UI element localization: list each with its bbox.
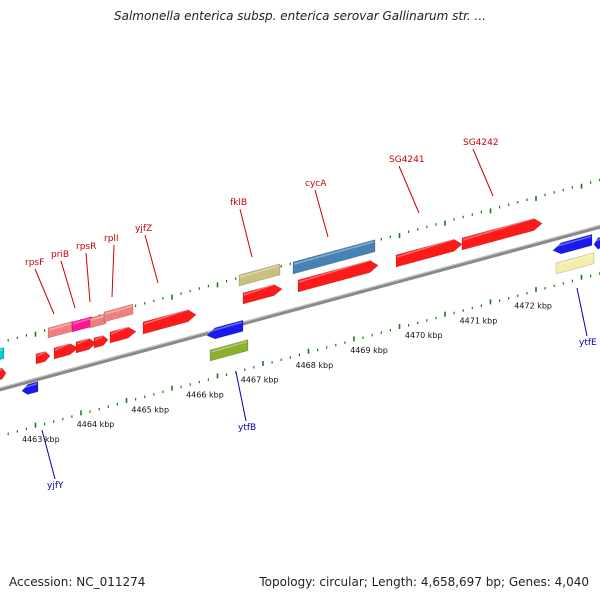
gene-small-5[interactable] [109,326,137,344]
gene-shine [48,322,72,331]
gene-label[interactable]: yjfY [47,481,64,491]
gene-label[interactable]: cycA [305,179,327,189]
label-leader [576,287,588,337]
gene-label[interactable]: rpsR [76,242,96,252]
gene-label[interactable]: yjfZ [135,224,152,234]
gene-SG4242[interactable] [461,218,543,251]
gene-small-1[interactable] [35,351,51,365]
accession-label: Accession: NC_011274 [9,575,146,589]
gene-label[interactable]: rpsF [25,258,44,268]
gene-label[interactable]: ytfB [238,423,256,433]
label-leader [472,148,494,197]
gene-ytfE-2[interactable] [555,252,595,275]
gene-shine [54,342,71,351]
label-leader [34,268,55,315]
gene-ytfE[interactable] [552,234,593,255]
gene-edge-cyan[interactable] [0,347,5,361]
gene-shine [239,265,280,278]
scale-label: 4470 kbp [405,331,443,340]
label-leader [314,189,329,238]
scale-label: 4463 kbp [22,435,60,444]
scale-label: 4466 kbp [186,391,224,400]
scale-label: 4471 kbp [460,316,498,325]
gene-shine [110,326,129,335]
gene-rpsR[interactable] [89,313,107,329]
gene-features [0,217,600,395]
gene-yjfZ[interactable] [142,309,197,335]
label-leader [239,208,253,258]
gene-label[interactable]: fklB [230,198,247,208]
gene-shine [0,368,3,371]
gene-shine [90,314,106,321]
gene-labels: rpsF priB rpsR rplI yjfZ fklB cycA SG4241 SG4242… [25,138,597,491]
gene-shine [553,235,592,248]
label-leader [41,429,56,480]
scale-label: 4464 kbp [77,420,115,429]
gene-cycA-2[interactable] [297,260,379,293]
gene-label[interactable]: ytfE [579,338,597,348]
gene-rplI[interactable] [103,303,134,323]
scale-label: 4465 kbp [131,405,169,414]
gene-shine [396,238,455,258]
gene-SG4241[interactable] [395,238,463,268]
gene-edge-right[interactable] [593,236,600,250]
gene-shine [293,241,375,265]
gene-shine [36,351,46,357]
gene-fklB[interactable] [238,263,281,287]
genome-summary: Topology: circular; Length: 4,658,697 bp… [259,575,589,589]
gene-small-4[interactable] [93,335,109,349]
genome-backbone [0,224,600,392]
gene-shine [72,317,92,325]
label-leader [60,260,76,309]
lower-tick-row [7,272,600,436]
gene-shine [298,259,371,283]
gene-shine [104,305,133,315]
gene-ytfB[interactable] [209,339,249,362]
gene-label[interactable]: SG4241 [389,155,425,165]
label-leader [111,244,115,298]
label-leader [398,165,420,214]
gene-shine [556,253,594,266]
label-leader [144,234,159,284]
scale-label: 4472 kbp [514,302,552,311]
gene-shine [22,382,38,389]
scale-label: 4468 kbp [296,361,334,370]
genome-backbone-highlight [0,224,600,389]
gene-shine [210,340,248,353]
scale-label: 4469 kbp [350,346,388,355]
gene-label[interactable]: rplI [104,234,119,244]
gene-shine [243,283,275,296]
gene-small-3[interactable] [75,338,97,354]
gene-shine [207,321,243,333]
label-leader [85,252,91,303]
scale-label: 4467 kbp [241,376,279,385]
gene-shine [143,308,189,325]
scale-labels: 4463 kbp 4464 kbp 4465 kbp 4466 kbp 4467 kbp… [22,302,552,444]
gene-small-2[interactable] [53,343,79,360]
gene-shine [0,348,4,352]
label-leader [235,371,247,422]
map-title: Salmonella enterica subsp. enterica sero… [114,9,486,23]
gene-edge-left[interactable] [0,367,7,381]
gene-label[interactable]: priB [51,250,69,260]
gene-fklB-2[interactable] [242,284,283,305]
gene-cycA[interactable] [292,239,376,275]
gene-label[interactable]: SG4242 [463,138,499,148]
gene-shine [76,337,90,345]
gene-shine [462,217,535,241]
gene-shine [94,335,104,341]
gene-yjfY[interactable] [21,381,39,395]
gene-rev-1[interactable] [206,319,244,340]
